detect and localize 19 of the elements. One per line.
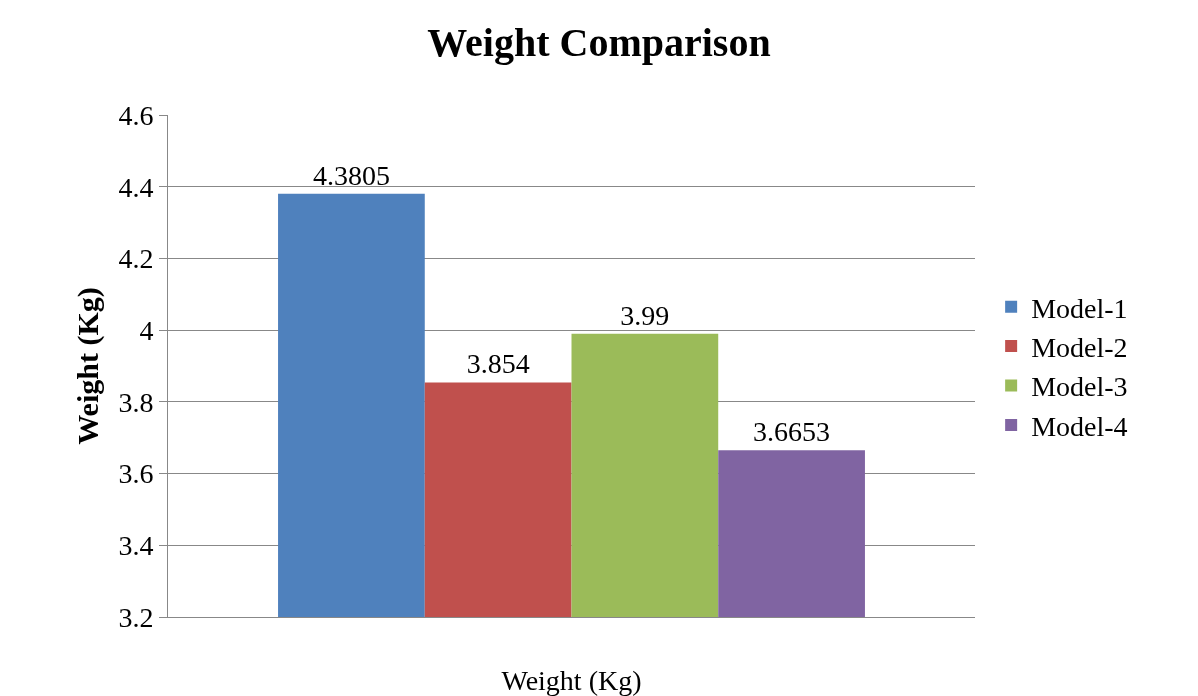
data-label: 3.6653 [753, 416, 831, 448]
y-tick-label: 3.2 [118, 601, 154, 633]
legend-label: Model-3 [1031, 371, 1128, 403]
y-tick-label: 4 [139, 314, 154, 346]
y-tick-label: 3.6 [118, 458, 154, 490]
y-tick-label: 3.8 [118, 386, 154, 418]
y-axis-title: Weight (Kg) [71, 287, 105, 445]
y-tick-label: 4.2 [118, 243, 154, 275]
x-axis-title: Weight (Kg) [501, 665, 642, 696]
y-tick-label: 4.4 [118, 171, 154, 203]
y-tick-label: 3.4 [118, 530, 154, 562]
legend-label: Model-1 [1031, 292, 1128, 324]
data-label: 3.99 [620, 299, 670, 331]
chart-title: Weight Comparison [427, 19, 771, 65]
data-label: 4.3805 [312, 159, 390, 191]
legend-label: Model-2 [1031, 332, 1128, 364]
y-tick-label: 4.6 [118, 99, 154, 131]
data-label: 3.854 [466, 348, 530, 380]
legend-label: Model-4 [1031, 410, 1128, 442]
